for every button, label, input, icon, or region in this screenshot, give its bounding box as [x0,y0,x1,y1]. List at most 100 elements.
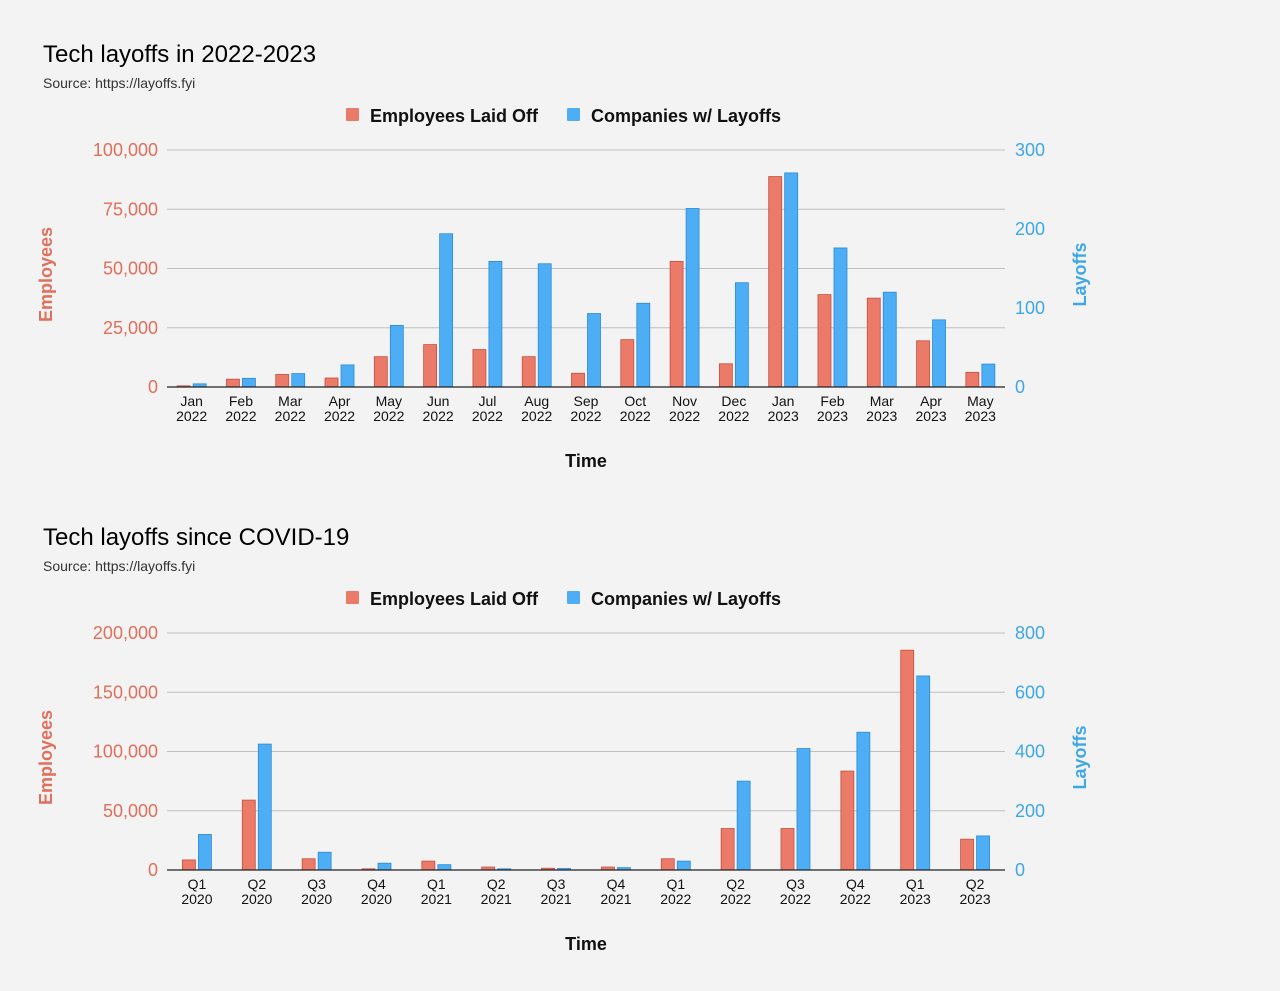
x-tick-line-2: 2020 [241,891,272,907]
x-axis-tick-label: Q2 2023 [959,876,990,907]
x-tick-line-1: Dec [721,393,746,409]
right-axis-tick-label: 600 [1015,682,1045,702]
bar-companies-with-layoffs [916,675,931,871]
bar-employees-laid-off [324,377,339,388]
x-axis-tick-label: May 2022 [373,393,404,424]
legend-swatch [567,108,580,121]
bar-companies-with-layoffs [439,233,454,388]
x-tick-line-1: Q3 [786,876,805,892]
left-axis-tick-label: 200,000 [93,623,158,643]
bar-employees-laid-off [900,649,915,871]
x-tick-line-1: Q1 [188,876,207,892]
x-tick-line-1: Apr [920,393,942,409]
x-tick-line-1: May [967,393,993,409]
x-tick-line-2: 2020 [361,891,392,907]
x-axis-tick-label: Jun 2022 [423,393,454,424]
x-tick-line-1: Q2 [487,876,506,892]
x-tick-line-1: Q3 [307,876,326,892]
x-tick-line-1: Nov [672,393,697,409]
x-tick-line-2: 2023 [959,891,990,907]
x-tick-line-1: Mar [870,393,894,409]
x-tick-line-1: Apr [329,393,351,409]
bar-companies-with-layoffs [242,377,256,388]
bar-employees-laid-off [421,860,436,871]
bar-companies-with-layoffs [796,748,811,871]
bar-companies-with-layoffs [685,208,700,388]
left-axis-title: Employees [36,227,56,322]
x-axis-tick-label: Q3 2021 [540,876,571,907]
x-tick-line-2: 2022 [176,408,207,424]
x-axis-title: Time [565,451,607,471]
bar-companies-with-layoffs [636,302,651,388]
x-tick-line-1: Sep [574,393,599,409]
x-tick-line-1: Jan [180,393,203,409]
bar-employees-laid-off [241,799,256,871]
bar-companies-with-layoffs [340,364,355,388]
bar-companies-with-layoffs [976,835,990,871]
bar-companies-with-layoffs [389,324,404,388]
x-tick-line-2: 2022 [521,408,552,424]
left-axis-tick-label: 50,000 [103,259,158,279]
x-tick-line-2: 2022 [660,891,691,907]
right-axis-tick-label: 800 [1015,623,1045,643]
bar-companies-with-layoffs [856,731,871,871]
bar-employees-laid-off [669,260,684,388]
left-axis-tick-label: 100,000 [93,742,158,762]
bar-employees-laid-off [718,363,733,388]
x-tick-line-2: 2022 [275,408,306,424]
x-tick-line-1: Oct [624,393,646,409]
x-axis-tick-label: Q2 2022 [720,876,751,907]
bar-employees-laid-off [817,294,832,388]
left-axis-tick-label: 75,000 [103,199,158,219]
right-axis-tick-label: 100 [1015,298,1045,318]
x-axis-tick-label: Q1 2022 [660,876,691,907]
bar-companies-with-layoffs [291,373,306,388]
legend: Employees Laid Off Companies w/ Layoffs [346,106,781,126]
x-tick-line-2: 2020 [301,891,332,907]
x-tick-line-2: 2021 [540,891,571,907]
legend-employees-laid-off: Employees Laid Off [346,589,539,609]
x-axis-tick-label: Aug 2022 [521,393,552,424]
x-axis-tick-label: Jan 2022 [176,393,207,424]
bar-employees-laid-off [571,372,585,388]
chart-subtitle: Source: https://layoffs.fyi [43,75,196,91]
bar-companies-with-layoffs [734,282,749,388]
x-tick-line-2: 2022 [423,408,454,424]
bar-employees-laid-off [275,374,290,388]
bar-employees-laid-off [660,858,675,871]
x-axis-tick-label: Sep 2022 [570,393,601,424]
x-axis-tick-label: Q1 2021 [421,876,452,907]
x-axis-tick-label: Mar 2023 [866,393,897,424]
x-tick-line-2: 2022 [472,408,503,424]
left-axis-tick-label: 50,000 [103,801,158,821]
right-axis-tick-label: 0 [1015,860,1025,880]
x-tick-line-1: Q4 [846,876,865,892]
bar-companies-with-layoffs [437,864,452,871]
bar-employees-laid-off [226,378,240,388]
x-axis-tick-label: Feb 2023 [817,393,848,424]
x-tick-line-2: 2023 [965,408,996,424]
x-axis-tick-label: Q3 2022 [780,876,811,907]
x-axis-tick-label: Q4 2020 [361,876,392,907]
x-tick-line-1: Q1 [906,876,925,892]
bar-companies-with-layoffs [932,319,946,388]
right-axis-title: Layoffs [1070,725,1090,789]
right-axis-tick-label: 200 [1015,219,1045,239]
legend-employees-laid-off: Employees Laid Off [346,106,539,126]
x-tick-line-2: 2021 [421,891,452,907]
x-tick-line-2: 2021 [600,891,631,907]
x-tick-line-1: Q2 [247,876,266,892]
bar-chart-2022-2023: Employees Laid Off Companies w/ Layoffs 0 2… [36,106,1090,471]
chart-subtitle: Source: https://layoffs.fyi [43,558,196,574]
x-tick-line-1: Q1 [666,876,685,892]
chart-panel-since-covid: Tech layoffs since COVID-19 Source: http… [0,483,1280,991]
bar-employees-laid-off [423,344,438,388]
x-tick-line-1: May [376,393,402,409]
bar-chart-since-covid: Employees Laid Off Companies w/ Layoffs 0 5… [36,589,1090,954]
chart-panel-2022-2023: Tech layoffs in 2022-2023 Source: https:… [0,0,1280,483]
x-tick-line-1: Feb [820,393,844,409]
bar-companies-with-layoffs [676,860,691,871]
x-tick-line-2: 2022 [718,408,749,424]
x-tick-line-2: 2023 [900,891,931,907]
x-tick-line-1: Q3 [547,876,566,892]
